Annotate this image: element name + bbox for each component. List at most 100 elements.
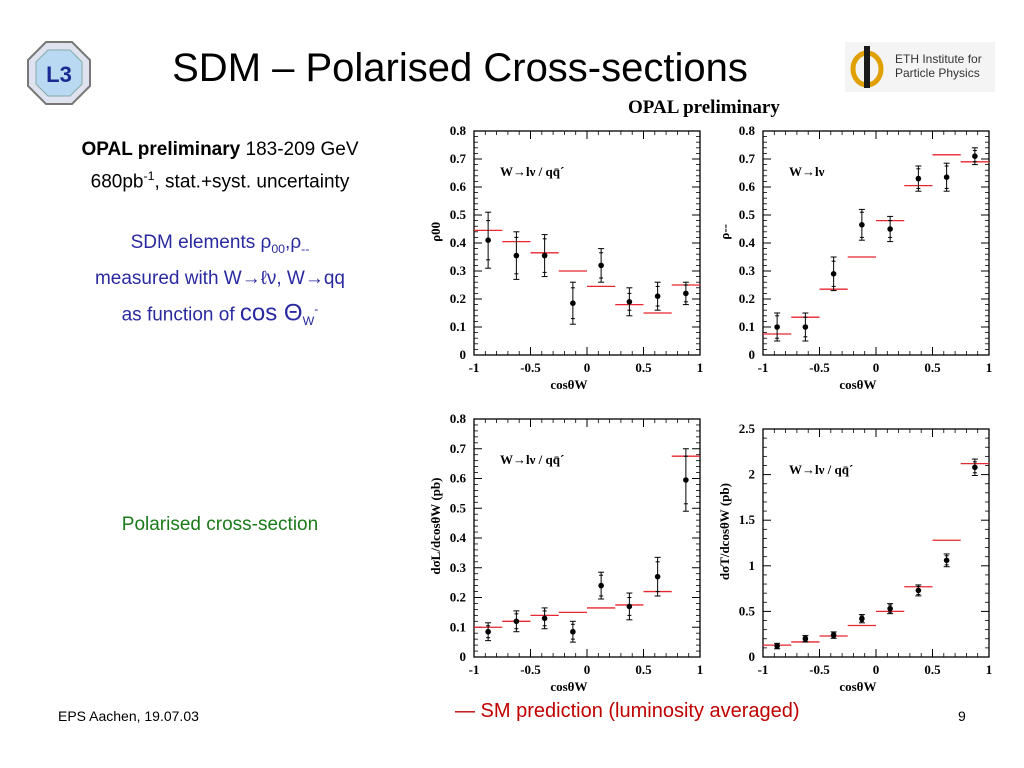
data-point	[802, 324, 809, 330]
data-point	[943, 557, 950, 564]
x-tick-label: 1	[697, 662, 704, 677]
eth-logo-text: ETH Institute for Particle Physics	[895, 52, 982, 80]
y-tick-label: 0.2	[450, 590, 466, 605]
y-tick-label: 0.3	[739, 263, 756, 278]
sdm-description: SDM elements ρ00,ρ-- measured with W→ℓν,…	[94, 232, 346, 328]
x-tick-label: -0.5	[809, 662, 830, 677]
chart-2: 0 0.1 0.2 0.3 0.4 0.5 0.6 0.7 0.8 -1 -0.5 0 0.5 1 cosθ…	[717, 123, 992, 392]
chart-3: 0 0.1 0.2 0.3 0.4 0.5 0.6 0.7 0.8 -1 -0.5 0 0.5 1 cosθ…	[428, 411, 703, 694]
y-axis-label: dσT/dcosθW (pb)	[717, 483, 732, 580]
data-point	[626, 299, 633, 305]
data-point	[859, 615, 865, 622]
data-point	[774, 643, 780, 649]
slide-title: SDM – Polarised Cross-sections	[172, 46, 748, 90]
x-tick-label: 0.5	[924, 662, 941, 677]
x-tick-label: 1	[986, 662, 993, 677]
x-tick-label: 0.5	[635, 662, 652, 677]
l3-logo: L3	[27, 41, 91, 105]
y-tick-label: 0.7	[739, 151, 756, 166]
y-tick-label: 0	[749, 347, 756, 362]
y-tick-label: 0.2	[739, 291, 755, 306]
data-point	[513, 252, 520, 259]
eth-logo	[845, 42, 995, 92]
y-tick-label: 0.8	[739, 123, 756, 138]
data-point	[887, 605, 893, 612]
y-tick-label: 0	[460, 649, 467, 664]
data-point	[654, 573, 661, 580]
y-tick-label: 0.5	[450, 207, 467, 222]
data-point	[915, 587, 922, 594]
data-point	[654, 293, 661, 300]
y-tick-label: 0.8	[450, 411, 467, 426]
x-tick-label: 0	[584, 662, 591, 677]
data-point	[683, 290, 689, 297]
y-axis-label: ρ--	[717, 224, 732, 240]
data-point	[859, 222, 865, 228]
data-point	[972, 153, 978, 159]
legend-sm-prediction: — SM prediction (luminosity averaged)	[455, 700, 800, 722]
panel-label: W→lν / qq̄´	[500, 164, 564, 179]
y-tick-label: 0.4	[450, 235, 467, 250]
data-point	[626, 603, 633, 610]
y-tick-label: 0.6	[450, 471, 467, 486]
y-tick-label: 0.5	[739, 603, 756, 618]
x-tick-label: -0.5	[520, 662, 541, 677]
y-tick-label: 0.4	[739, 235, 756, 250]
x-tick-label: 0	[584, 360, 591, 375]
y-tick-label: 0.5	[739, 207, 756, 222]
y-tick-label: 0.7	[450, 441, 467, 456]
data-point	[513, 618, 520, 625]
data-point	[915, 175, 922, 182]
y-tick-label: 0	[460, 347, 467, 362]
y-tick-label: 0.2	[450, 291, 466, 306]
x-axis-label: cosθW	[839, 377, 876, 392]
x-axis-label: cosθW	[550, 377, 587, 392]
x-tick-label: -1	[469, 360, 480, 375]
data-point	[943, 174, 950, 180]
page-number: 9	[958, 708, 966, 724]
data-point	[972, 464, 978, 471]
y-tick-label: 0.3	[450, 263, 467, 278]
x-tick-label: -0.5	[520, 360, 541, 375]
x-tick-label: 1	[697, 360, 704, 375]
figure-header: OPAL preliminary	[628, 97, 780, 118]
data-point	[683, 477, 689, 483]
y-tick-label: 0.1	[450, 619, 466, 634]
y-tick-label: 0.1	[739, 319, 755, 334]
footer-event: EPS Aachen, 19.07.03	[58, 708, 199, 724]
y-tick-label: 0.5	[450, 500, 467, 515]
y-tick-label: 0.6	[450, 179, 467, 194]
data-point	[485, 628, 491, 635]
dataset-description: OPAL preliminary 183-209 GeV 680pb-1, st…	[81, 139, 359, 193]
y-tick-label: 0.8	[450, 123, 467, 138]
data-point	[598, 262, 604, 269]
panel-label: W→lν	[789, 164, 825, 179]
y-tick-label: 2.5	[739, 421, 756, 436]
x-tick-label: -1	[758, 360, 769, 375]
y-tick-label: 0.4	[450, 530, 467, 545]
x-axis-label: cosθW	[550, 679, 587, 694]
data-point	[570, 628, 576, 635]
y-tick-label: 0.1	[450, 319, 466, 334]
x-tick-label: 0.5	[635, 360, 652, 375]
y-axis-label: ρ00	[428, 222, 443, 242]
data-point	[774, 324, 780, 330]
polarised-label: Polarised cross-section	[121, 514, 319, 535]
panel-label: W→lν / qq̄´	[789, 462, 853, 477]
x-tick-label: 0	[873, 360, 880, 375]
x-tick-label: -0.5	[809, 360, 830, 375]
chart-4: 0 0.5 1 1.5 2 2.5 -1 -0.5 0 0.5 1 cosθW dσT/dcosθW (…	[717, 421, 992, 694]
y-tick-label: 2	[749, 467, 756, 482]
x-tick-label: 1	[986, 360, 993, 375]
y-tick-label: 0	[749, 649, 756, 664]
data-point	[830, 271, 837, 277]
x-tick-label: -1	[758, 662, 769, 677]
panel-label: W→lν / qq̄´	[500, 452, 564, 467]
x-axis-label: cosθW	[839, 679, 876, 694]
y-axis-label: dσL/dcosθW (pb)	[428, 478, 443, 575]
data-point	[802, 635, 809, 642]
data-point	[541, 252, 548, 259]
y-tick-label: 0.3	[450, 560, 467, 575]
x-tick-label: 0.5	[924, 360, 941, 375]
